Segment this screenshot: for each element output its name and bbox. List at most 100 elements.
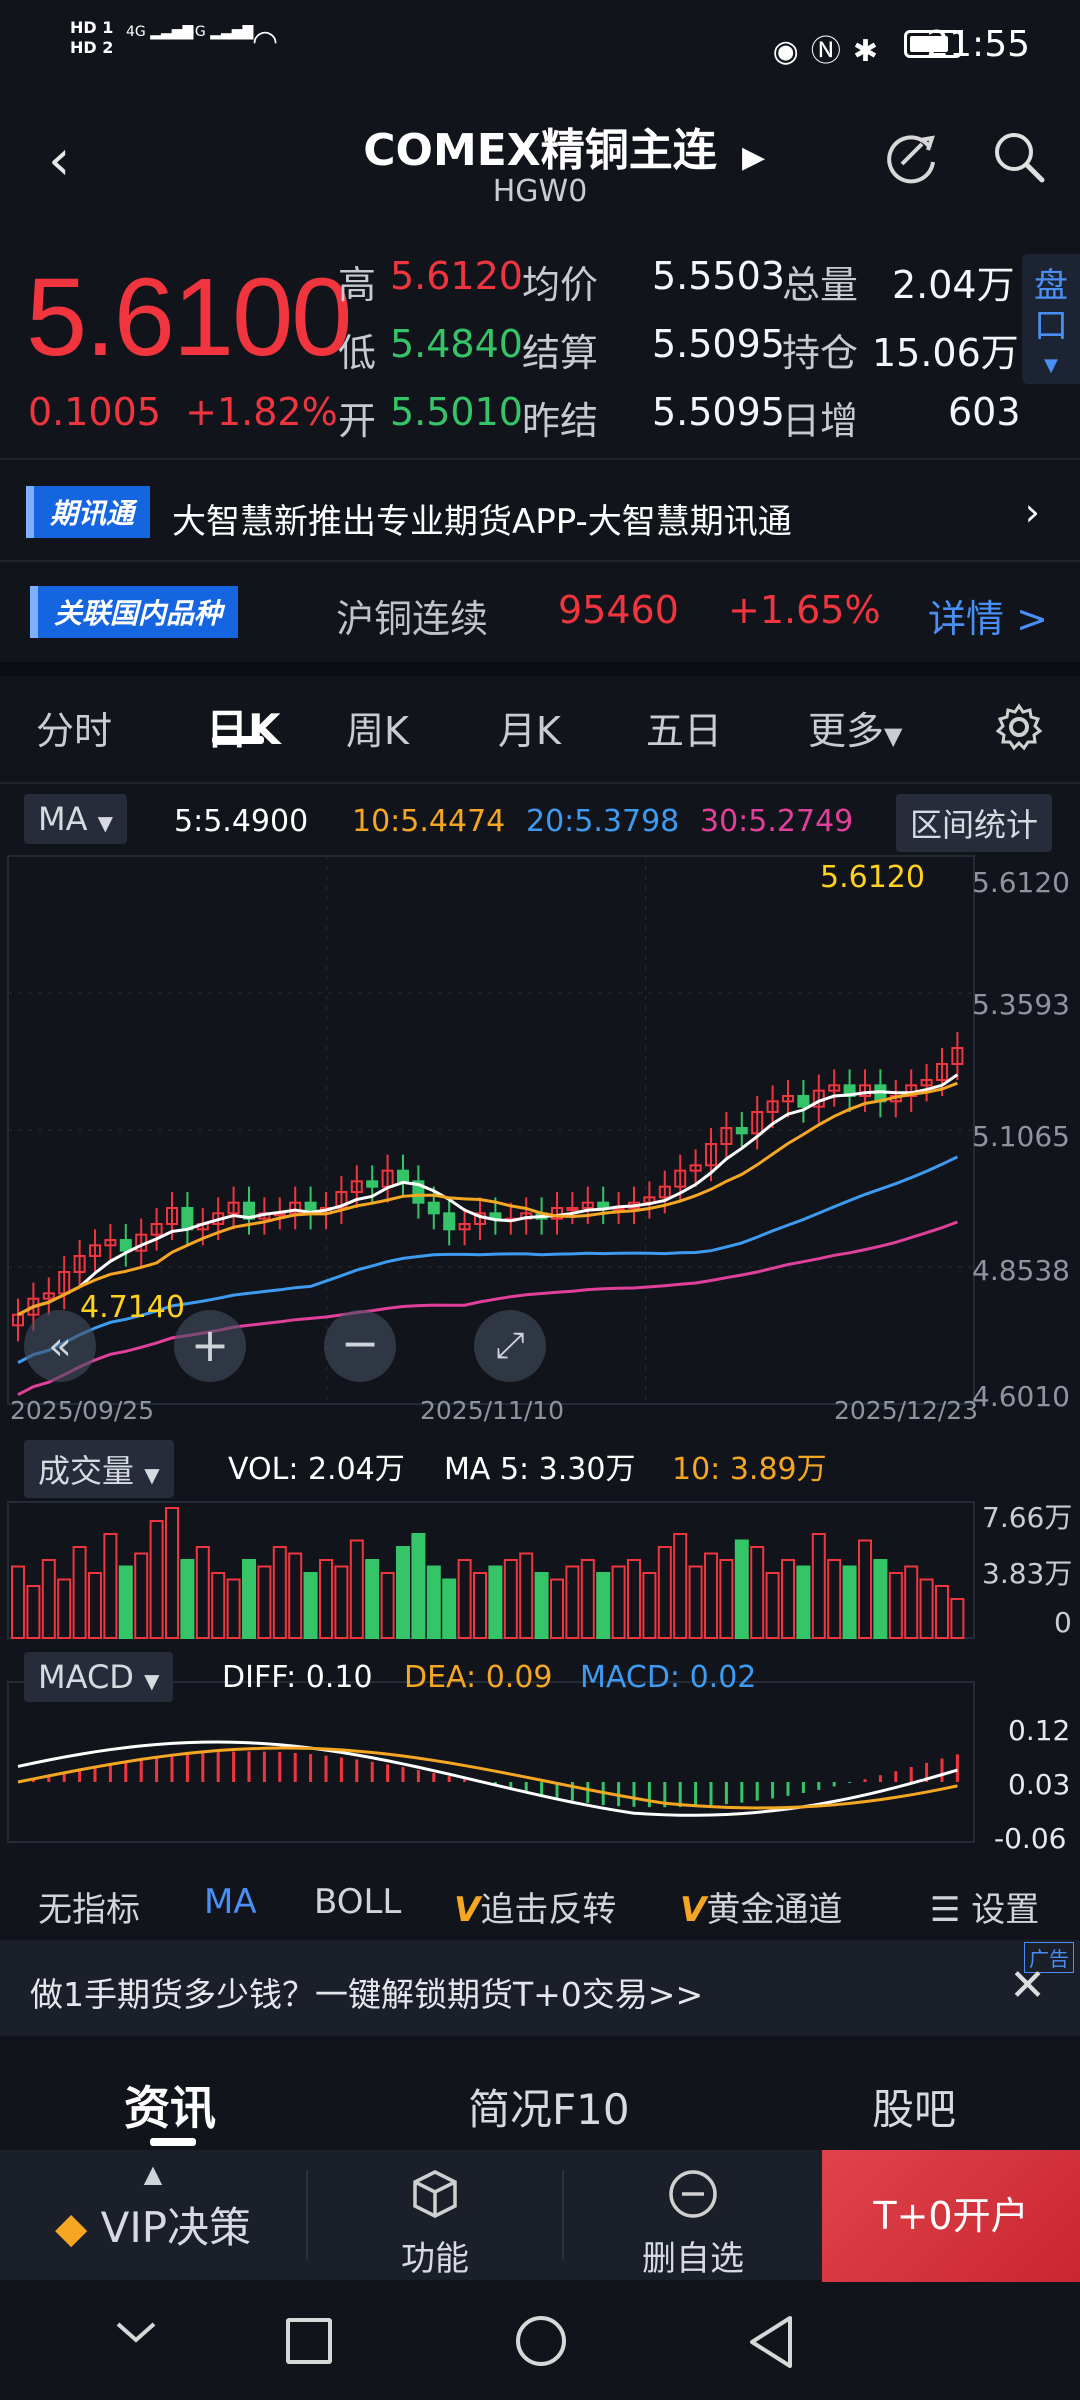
fullscreen-icon[interactable]: ⤢ — [474, 1310, 546, 1382]
tab-monthly-k[interactable]: 月K — [498, 709, 561, 753]
macd-dea: DEA: 0.09 — [404, 1660, 553, 1695]
search-icon[interactable] — [992, 130, 1046, 188]
price-axis-label: 5.3593 — [972, 988, 1070, 1021]
last-price: 5.6100 — [26, 256, 352, 379]
tab-more[interactable]: 更多▼ — [808, 709, 903, 753]
refresh-icon[interactable] — [882, 128, 940, 190]
zoom-in-icon[interactable]: + — [174, 1310, 246, 1382]
scroll-left-icon[interactable]: « — [24, 1310, 96, 1382]
function-button[interactable]: 功能 — [330, 2150, 540, 2280]
volume-bar — [919, 1578, 934, 1639]
tab-weekly-k[interactable]: 周K — [346, 709, 409, 753]
volume-bar — [719, 1559, 734, 1639]
home-icon[interactable] — [516, 2316, 566, 2366]
kline-chart[interactable] — [0, 852, 1080, 1862]
nav-collapse-icon[interactable] — [112, 2312, 160, 2356]
news-banner[interactable]: 期讯通 大智慧新推出专业期货APP-大智慧期讯通 › — [0, 462, 1080, 560]
zoom-out-icon[interactable]: − — [324, 1310, 396, 1382]
candle-body — [674, 1169, 687, 1188]
related-product-row[interactable]: 关联国内品种 沪铜连续 95460 +1.65% 详情 > — [0, 562, 1080, 662]
candle-body — [181, 1207, 194, 1231]
tab-forum[interactable]: 股吧 — [872, 2085, 957, 2134]
volume-bar — [888, 1572, 903, 1639]
tab-five-day[interactable]: 五日 — [646, 709, 723, 753]
caret-down-icon: ▼ — [144, 1463, 160, 1487]
back-button[interactable]: ‹ — [48, 128, 71, 193]
oi-change-label: 日增 — [782, 399, 859, 443]
open-interest-label: 持仓 — [782, 331, 859, 375]
recents-icon[interactable] — [286, 2318, 332, 2364]
volume-bar — [842, 1565, 857, 1639]
volume-indicator-dropdown[interactable]: 成交量 ▼ — [24, 1440, 174, 1498]
period-tabs: 分时 日K 周K 月K 五日 更多▼ — [0, 676, 1080, 786]
vip-decision-button[interactable]: ▲ ◆ VIP决策 — [0, 2150, 306, 2280]
low-value: 5.4840 — [390, 322, 523, 366]
tab-overview-f10[interactable]: 简况F10 — [468, 2085, 630, 2134]
macd-axis-label: 0.03 — [1008, 1768, 1071, 1801]
remove-watchlist-button[interactable]: 删自选 — [588, 2150, 798, 2280]
chevron-up-icon: ▲ — [143, 2160, 163, 2188]
macd-diff: DIFF: 0.10 — [222, 1660, 373, 1695]
caret-down-icon: ▼ — [144, 1669, 160, 1693]
indicator-settings[interactable]: ☰ 设置 — [930, 1890, 1040, 1930]
candle-body — [335, 1191, 348, 1209]
volume-bar — [442, 1578, 457, 1639]
status-icons: ◉Ⓝ✱ — [773, 26, 890, 70]
tab-news[interactable]: 资讯 — [124, 2081, 216, 2135]
volume-bar — [765, 1572, 780, 1639]
candle-body — [951, 1047, 964, 1065]
chart-settings-gear-icon[interactable] — [994, 702, 1044, 756]
indicator-boll[interactable]: BOLL — [314, 1882, 402, 1922]
volume-bar — [57, 1578, 72, 1639]
section-gap — [0, 662, 1080, 676]
page-title: COMEX精铜主连 — [363, 125, 717, 176]
price-axis-label: 5.6120 — [972, 866, 1070, 899]
ma5-line — [17, 1073, 959, 1317]
related-detail-link[interactable]: 详情 > — [928, 597, 1048, 641]
ma10-value: 10:5.4474 — [352, 804, 506, 839]
volume-bar — [257, 1565, 272, 1639]
content-tabs: 资讯 简况F10 股吧 — [0, 2040, 1080, 2150]
tab-intraday[interactable]: 分时 — [36, 709, 113, 753]
divider — [306, 2170, 308, 2260]
volume-bar — [488, 1565, 503, 1639]
volume-bar — [396, 1546, 410, 1639]
volume-bar — [673, 1533, 688, 1639]
back-nav-icon[interactable] — [746, 2314, 796, 2374]
volume-value: 2.04万 — [892, 263, 1015, 307]
candle-body — [42, 1292, 55, 1300]
v-badge-icon: V — [454, 1890, 481, 1930]
avg-value: 5.5503 — [652, 254, 785, 298]
caret-down-icon: ▼ — [1044, 355, 1058, 376]
macd-indicator-dropdown[interactable]: MACD ▼ — [24, 1652, 174, 1702]
volume-bar — [858, 1539, 872, 1639]
high-value: 5.6120 — [390, 254, 523, 298]
order-book-tab[interactable]: 盘口 ▼ — [1022, 254, 1080, 384]
next-contract-icon[interactable]: ▶ — [742, 140, 766, 175]
volume-bar — [873, 1559, 888, 1639]
range-stats-button[interactable]: 区间统计 — [896, 794, 1053, 852]
ad-banner[interactable]: 做1手期货多少钱？一键解锁期货T+0交易>> 广告 ✕ — [0, 1940, 1080, 2036]
open-account-button[interactable]: T+0开户 — [822, 2150, 1080, 2282]
volume-bar — [211, 1572, 226, 1639]
volume-bar — [334, 1565, 349, 1639]
indicator-ma[interactable]: MA — [204, 1882, 257, 1922]
candle-body — [227, 1201, 240, 1215]
candle-body — [782, 1095, 794, 1103]
close-icon[interactable]: ✕ — [1009, 1960, 1046, 2011]
volume-bar — [657, 1546, 672, 1639]
volume-bar — [935, 1585, 949, 1639]
battery-icon — [904, 30, 962, 58]
ma30-value: 30:5.2749 — [700, 804, 854, 839]
volume-bar — [349, 1539, 364, 1639]
ma-indicator-dropdown[interactable]: MA ▼ — [24, 794, 128, 844]
related-change-pct: +1.65% — [728, 588, 881, 632]
indicator-none[interactable]: 无指标 — [38, 1890, 140, 1930]
indicator-chase-reversal[interactable]: V追击反转 — [454, 1890, 617, 1930]
candle-body — [658, 1185, 671, 1199]
nfc-icon: Ⓝ — [810, 34, 853, 69]
indicator-golden-channel[interactable]: V黄金通道 — [680, 1890, 843, 1930]
candle-body — [150, 1223, 163, 1236]
volume-bar — [627, 1559, 641, 1639]
tab-daily-k[interactable]: 日K — [206, 705, 281, 754]
